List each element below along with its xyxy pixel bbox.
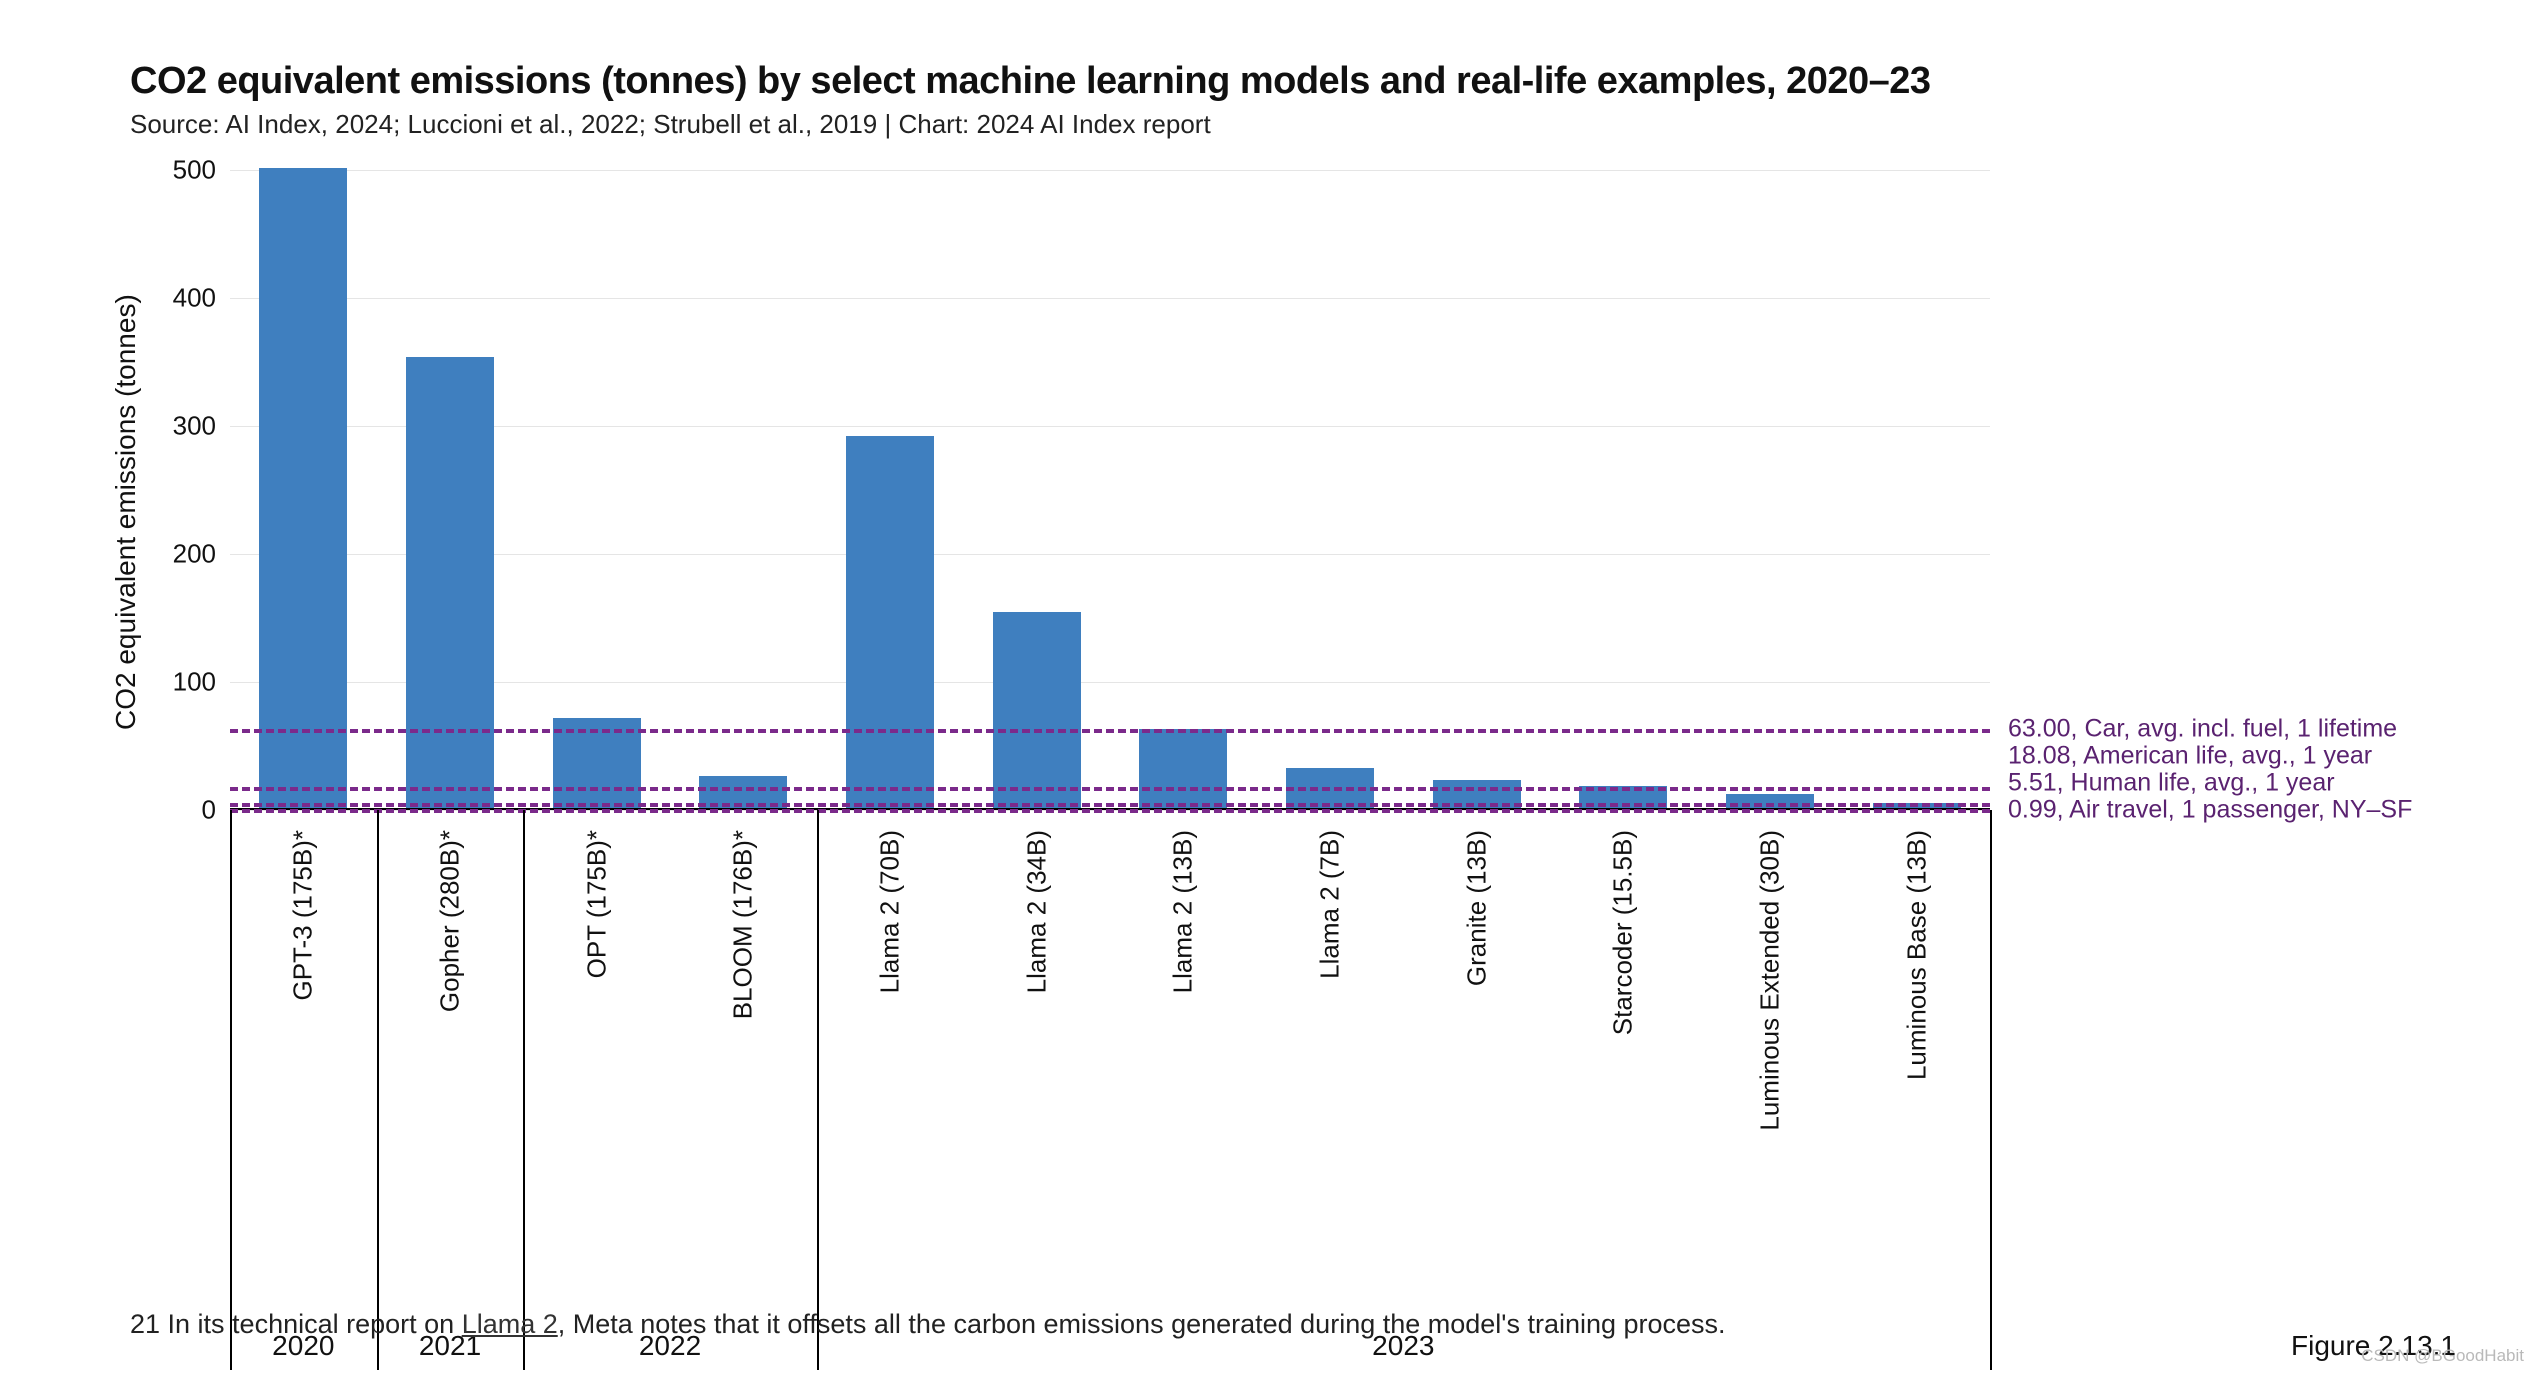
year-divider xyxy=(817,810,819,1370)
year-divider xyxy=(230,810,232,1370)
page: CO2 equivalent emissions (tonnes) by sel… xyxy=(0,0,2536,1376)
bar xyxy=(993,612,1081,808)
y-axis-label: CO2 equivalent emissions (tonnes) xyxy=(110,294,142,730)
y-tick-label: 200 xyxy=(146,539,216,570)
chart-title: CO2 equivalent emissions (tonnes) by sel… xyxy=(130,60,2476,103)
footnote-prefix: 21 In its technical report on xyxy=(130,1309,462,1339)
reference-line-label: 0.99, Air travel, 1 passenger, NY–SF xyxy=(1990,796,2412,825)
reference-line xyxy=(230,729,1990,733)
chart-container: CO2 equivalent emissions (tonnes) 010020… xyxy=(130,170,2476,1270)
bar xyxy=(846,436,934,808)
year-group-row: 2020202120222023 xyxy=(230,810,1990,1370)
y-tick-label: 500 xyxy=(146,155,216,186)
gridline xyxy=(230,554,1990,555)
plot-area: 010020030040050063.00, Car, avg. incl. f… xyxy=(230,170,1990,810)
y-tick-label: 400 xyxy=(146,283,216,314)
gridline xyxy=(230,682,1990,683)
reference-line xyxy=(230,803,1990,807)
year-divider xyxy=(377,810,379,1370)
y-tick-label: 300 xyxy=(146,411,216,442)
year-divider xyxy=(523,810,525,1370)
gridline xyxy=(230,298,1990,299)
reference-line-label: 18.08, American life, avg., 1 year xyxy=(1990,742,2372,771)
gridline xyxy=(230,170,1990,171)
reference-line-label: 63.00, Car, avg. incl. fuel, 1 lifetime xyxy=(1990,715,2397,744)
reference-line-label: 5.51, Human life, avg., 1 year xyxy=(1990,769,2335,798)
y-tick-label: 0 xyxy=(146,795,216,826)
watermark: CSDN @BGoodHabit xyxy=(2361,1346,2524,1366)
footnote-suffix: , Meta notes that it offsets all the car… xyxy=(558,1309,1726,1339)
footnote-link[interactable]: Llama 2 xyxy=(462,1309,558,1339)
chart-subtitle: Source: AI Index, 2024; Luccioni et al.,… xyxy=(130,109,2476,140)
reference-line xyxy=(230,787,1990,791)
bar xyxy=(406,357,494,808)
gridline xyxy=(230,426,1990,427)
y-tick-label: 100 xyxy=(146,667,216,698)
footnote: 21 In its technical report on Llama 2, M… xyxy=(130,1309,1726,1340)
bar xyxy=(1139,729,1227,808)
year-divider xyxy=(1990,810,1992,1370)
bar xyxy=(259,168,347,808)
